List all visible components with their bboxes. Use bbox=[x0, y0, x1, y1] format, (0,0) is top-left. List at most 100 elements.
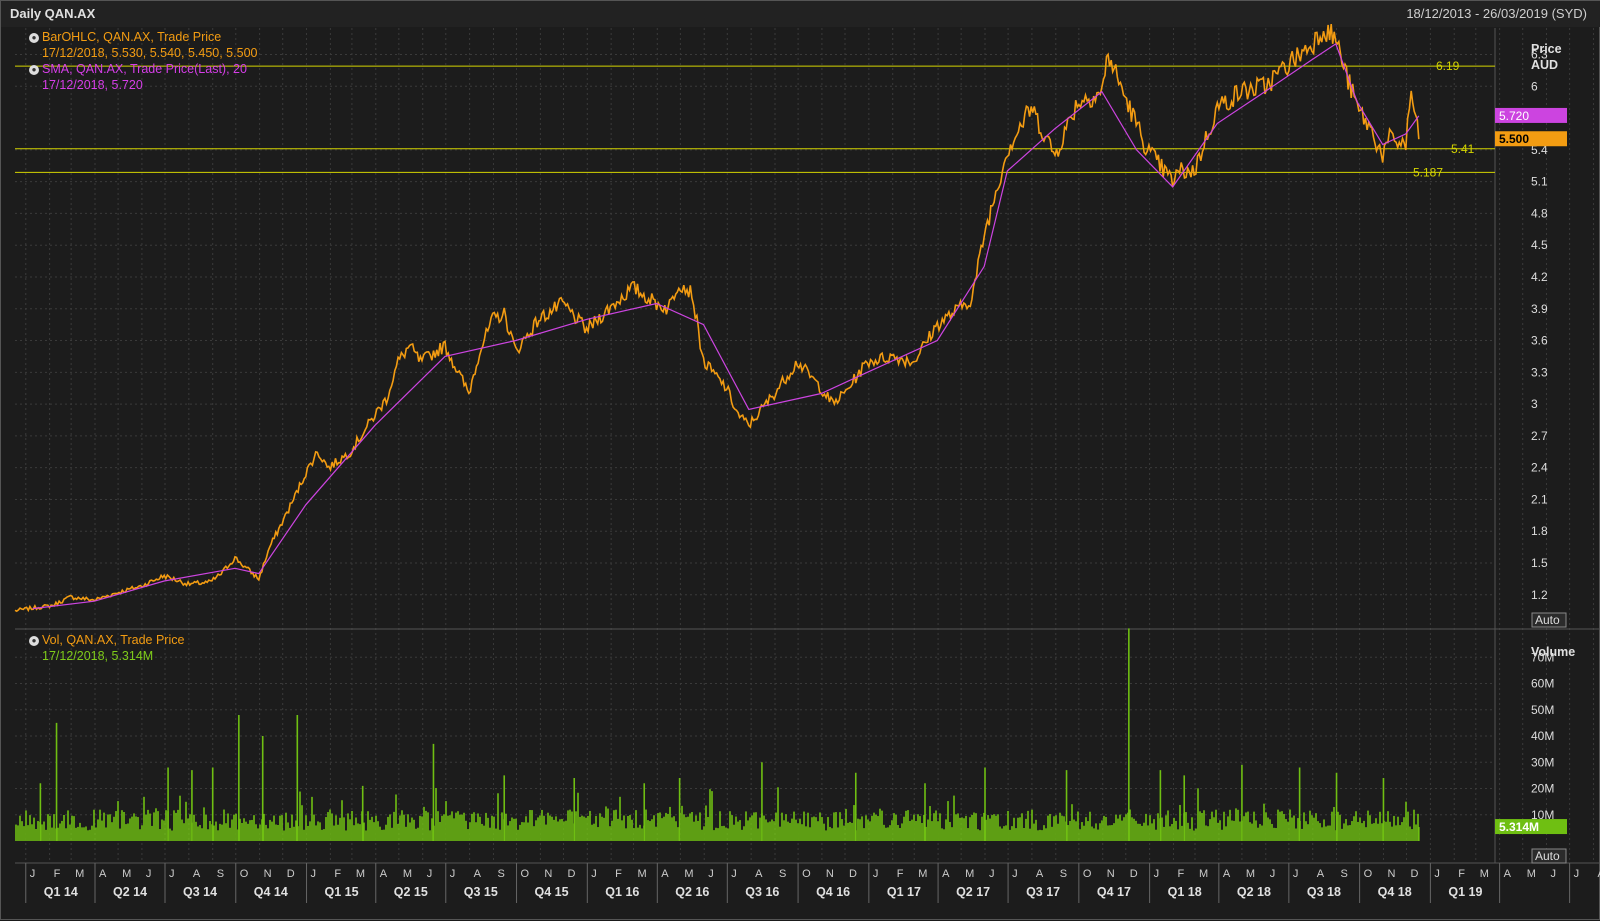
ohlc-legend-values: 17/12/2018, 5.530, 5.540, 5.450, 5.500 bbox=[42, 46, 258, 60]
volume-legend[interactable]: ● Vol, QAN.AX, Trade Price 17/12/2018, 5.… bbox=[29, 632, 184, 664]
volume-tick-label: 70M bbox=[1531, 650, 1554, 664]
price-tick-label: 2.7 bbox=[1531, 429, 1548, 443]
month-tick-label: M bbox=[1246, 868, 1255, 880]
last-value-tag bbox=[1495, 131, 1567, 147]
last-value-tag bbox=[1495, 107, 1567, 123]
volume-panel-bg bbox=[15, 631, 1495, 863]
month-tick-label: O bbox=[1364, 868, 1373, 880]
month-tick-label: O bbox=[1083, 868, 1092, 880]
month-tick-label: J bbox=[1551, 868, 1557, 880]
price-tick-label: 2.4 bbox=[1531, 461, 1548, 475]
chart-title: Daily QAN.AX bbox=[10, 6, 96, 21]
month-tick-label: J bbox=[1012, 868, 1018, 880]
month-tick-label: A bbox=[474, 868, 482, 880]
quarter-tick-label: Q1 18 bbox=[1168, 885, 1202, 899]
month-tick-label: M bbox=[356, 868, 365, 880]
quarter-tick-label: Q3 15 bbox=[464, 885, 498, 899]
price-tick-label: 3.3 bbox=[1531, 365, 1548, 379]
info-icon[interactable]: ● bbox=[29, 33, 39, 43]
month-tick-label: M bbox=[122, 868, 131, 880]
month-tick-label: M bbox=[918, 868, 927, 880]
ohlc-legend-label: ● BarOHLC, QAN.AX, Trade Price bbox=[29, 29, 257, 45]
month-tick-label: D bbox=[849, 868, 857, 880]
month-tick-label: J bbox=[1154, 868, 1160, 880]
chart-header: Daily QAN.AX 18/12/2013 - 26/03/2019 (SY… bbox=[1, 1, 1600, 27]
month-tick-label: N bbox=[544, 868, 552, 880]
price-tick-label: 2.1 bbox=[1531, 492, 1548, 506]
last-value-label: 5.500 bbox=[1499, 132, 1529, 146]
month-tick-label: D bbox=[1130, 868, 1138, 880]
month-tick-label: J bbox=[1574, 868, 1580, 880]
month-tick-label: J bbox=[30, 868, 36, 880]
month-tick-label: D bbox=[1411, 868, 1419, 880]
price-tick-label: 3 bbox=[1531, 397, 1538, 411]
date-range[interactable]: 18/12/2013 - 26/03/2019 (SYD) bbox=[1406, 6, 1587, 21]
month-tick-label: J bbox=[731, 868, 737, 880]
month-tick-label: D bbox=[287, 868, 295, 880]
month-tick-label: M bbox=[965, 868, 974, 880]
price-auto-button[interactable]: Auto bbox=[1531, 612, 1567, 628]
month-tick-label: A bbox=[942, 868, 950, 880]
quarter-tick-label: Q1 15 bbox=[325, 885, 359, 899]
month-tick-label: A bbox=[1036, 868, 1044, 880]
price-tick-label: 1.2 bbox=[1531, 588, 1548, 602]
month-tick-label: J bbox=[1293, 868, 1299, 880]
sma-legend-label: ● SMA, QAN.AX, Trade Price(Last), 20 bbox=[29, 61, 257, 77]
info-icon[interactable]: ● bbox=[29, 65, 39, 75]
month-tick-label: F bbox=[334, 868, 341, 880]
price-tick-label: 1.8 bbox=[1531, 524, 1548, 538]
month-tick-label: A bbox=[1223, 868, 1231, 880]
month-tick-label: O bbox=[240, 868, 249, 880]
month-tick-label: F bbox=[615, 868, 622, 880]
quarter-tick-label: Q1 14 bbox=[44, 885, 78, 899]
quarter-tick-label: Q1 19 bbox=[1448, 885, 1482, 899]
quarter-tick-label: Q2 16 bbox=[675, 885, 709, 899]
price-series-line bbox=[14, 24, 1420, 613]
price-panel-bg bbox=[15, 28, 1495, 628]
month-tick-label: J bbox=[1270, 868, 1276, 880]
reference-line-label: 6.19 bbox=[1436, 59, 1460, 73]
volume-tick-label: 60M bbox=[1531, 677, 1554, 691]
quarter-tick-label: Q2 14 bbox=[113, 885, 147, 899]
month-tick-label: A bbox=[755, 868, 763, 880]
month-tick-label: J bbox=[873, 868, 879, 880]
quarter-tick-label: Q3 18 bbox=[1307, 885, 1341, 899]
sma-legend-values: 17/12/2018, 5.720 bbox=[42, 78, 143, 92]
month-tick-label: S bbox=[217, 868, 224, 880]
month-tick-label: J bbox=[989, 868, 995, 880]
month-tick-label: J bbox=[708, 868, 714, 880]
sma-series-line bbox=[32, 42, 1420, 610]
price-tick-label: 5.1 bbox=[1531, 175, 1548, 189]
month-tick-label: S bbox=[1060, 868, 1067, 880]
month-tick-label: M bbox=[1199, 868, 1208, 880]
quarter-tick-label: Q4 17 bbox=[1097, 885, 1131, 899]
month-tick-label: J bbox=[591, 868, 597, 880]
quarter-tick-label: Q4 14 bbox=[254, 885, 288, 899]
month-tick-label: O bbox=[521, 868, 530, 880]
volume-tick-label: 30M bbox=[1531, 755, 1554, 769]
month-tick-label: A bbox=[99, 868, 107, 880]
volume-tick-label: 50M bbox=[1531, 703, 1554, 717]
price-legend[interactable]: ● BarOHLC, QAN.AX, Trade Price 17/12/2018… bbox=[29, 29, 257, 93]
month-tick-label: M bbox=[637, 868, 646, 880]
month-tick-label: S bbox=[497, 868, 504, 880]
volume-tick-label: 10M bbox=[1531, 808, 1554, 822]
price-tick-label: 1.5 bbox=[1531, 556, 1548, 570]
reference-line-label: 5.41 bbox=[1451, 142, 1475, 156]
month-tick-label: J bbox=[311, 868, 317, 880]
quarter-tick-label: Q3 14 bbox=[183, 885, 217, 899]
info-icon[interactable]: ● bbox=[29, 636, 39, 646]
price-tick-label: 4.5 bbox=[1531, 238, 1548, 252]
quarter-tick-label: Q4 18 bbox=[1378, 885, 1412, 899]
quarter-tick-label: Q3 16 bbox=[745, 885, 779, 899]
volume-auto-button[interactable]: Auto bbox=[1531, 848, 1567, 864]
month-tick-label: A bbox=[1597, 868, 1600, 880]
svg-text:Auto: Auto bbox=[1535, 613, 1560, 627]
quarter-tick-label: Q2 17 bbox=[956, 885, 990, 899]
month-tick-label: J bbox=[427, 868, 433, 880]
quarter-tick-label: Q1 17 bbox=[887, 885, 921, 899]
month-tick-label: F bbox=[1177, 868, 1184, 880]
month-tick-label: N bbox=[264, 868, 272, 880]
